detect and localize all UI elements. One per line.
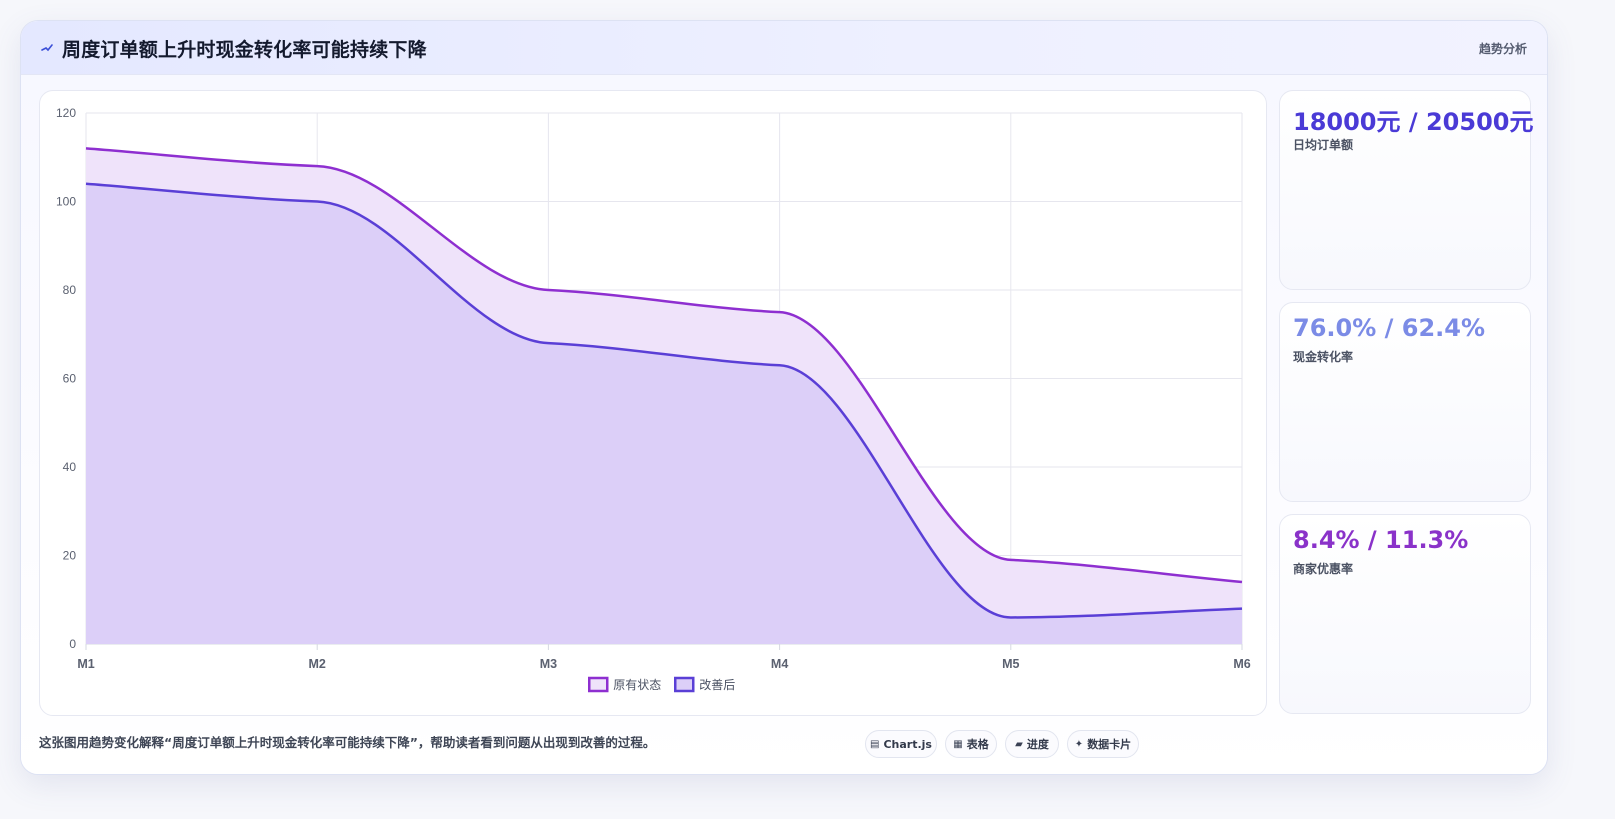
pill-progress[interactable]: ▰ 进度 — [1005, 730, 1059, 758]
trend-icon — [41, 44, 53, 52]
y-tick-label: 0 — [69, 637, 76, 651]
table-icon: ▦ — [953, 738, 963, 750]
pill-data-card[interactable]: ✦ 数据卡片 — [1067, 730, 1139, 758]
stat-label: 商家优惠率 — [1293, 562, 1354, 576]
chart-caption: 这张图用趋势变化解释“周度订单额上升时现金转化率可能持续下降”，帮助读者看到问题… — [39, 735, 656, 750]
legend-swatch — [588, 676, 609, 693]
pill-table[interactable]: ▦ 表格 — [945, 730, 997, 758]
pill-label: 进度 — [1026, 738, 1049, 751]
pill-chartjs[interactable]: ▤ Chart.js — [865, 730, 937, 758]
stat-card-order-amount: 18000元 / 20500元 日均订单额 — [1279, 90, 1534, 290]
x-tick-label: M5 — [1002, 657, 1019, 671]
pill-label: 数据卡片 — [1087, 738, 1132, 751]
x-tick-label: M3 — [540, 657, 557, 671]
y-tick-label: 120 — [56, 106, 76, 120]
x-tick-label: M2 — [309, 657, 326, 671]
series-line-1 — [85, 182, 1243, 619]
pill-label: Chart.js — [883, 737, 932, 751]
stat-value: 76.0% / 62.4% — [1293, 314, 1485, 342]
legend-label[interactable]: 原有状态 — [613, 678, 661, 692]
x-tick-label: M6 — [1233, 657, 1250, 671]
pill-label: 表格 — [966, 738, 989, 751]
category-tag: 趋势分析 — [1478, 42, 1527, 56]
legend-label[interactable]: 改善后 — [699, 677, 735, 692]
y-tick-label: 20 — [63, 549, 77, 563]
chart-panel: 0 20 40 60 80 100 120 M1 M2 M3 M4 M5 M6 原有状态 改善后 — [39, 90, 1267, 716]
stat-value: 18000元 / 20500元 — [1293, 108, 1534, 136]
x-tick-label: M4 — [771, 657, 788, 671]
legend-swatch — [674, 676, 695, 693]
stat-card-merchant-discount: 8.4% / 11.3% 商家优惠率 — [1279, 514, 1531, 714]
card-header: 周度订单额上升时现金转化率可能持续下降 趋势分析 — [21, 21, 1547, 75]
stat-value: 8.4% / 11.3% — [1293, 526, 1469, 554]
area-chart: 0 20 40 60 80 100 120 M1 M2 M3 M4 M5 M6 原有状态 改善后 — [56, 106, 1251, 693]
x-tick-label: M1 — [77, 657, 94, 671]
stat-card-cash-conversion: 76.0% / 62.4% 现金转化率 — [1279, 302, 1531, 502]
series-line-0 — [85, 147, 1243, 584]
dashboard-card: 周度订单额上升时现金转化率可能持续下降 趋势分析 0 20 40 60 80 100 120… — [20, 20, 1548, 775]
y-tick-label: 100 — [56, 195, 76, 209]
data-card-icon: ✦ — [1074, 738, 1084, 750]
chart-icon: ▤ — [870, 738, 880, 750]
stat-label: 现金转化率 — [1293, 350, 1354, 364]
progress-icon: ▰ — [1015, 738, 1023, 750]
series-area-1 — [86, 183, 1242, 645]
y-tick-label: 80 — [63, 283, 77, 297]
stat-label: 日均订单额 — [1293, 138, 1354, 152]
y-tick-label: 40 — [63, 460, 77, 474]
page-title: 周度订单额上升时现金转化率可能持续下降 — [62, 39, 427, 61]
y-tick-label: 60 — [63, 372, 77, 386]
